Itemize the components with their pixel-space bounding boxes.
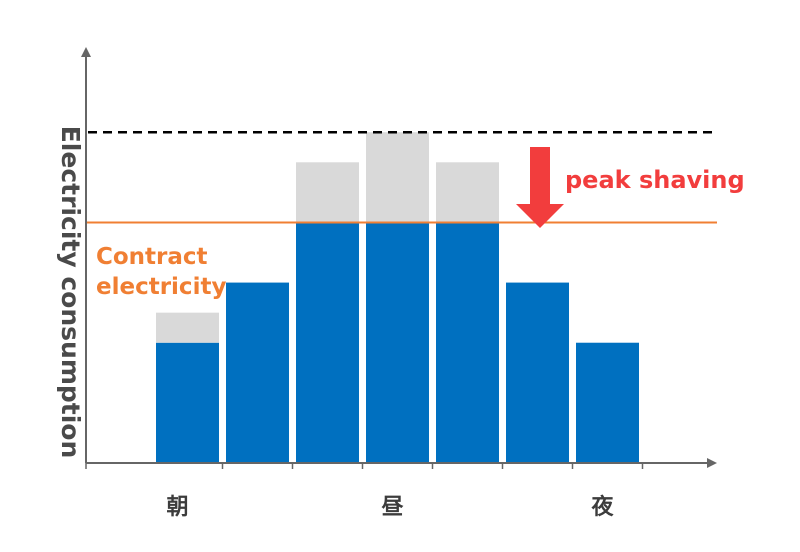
contract-electricity-label-line2: electricity: [96, 274, 226, 300]
contract-electricity-label-line1: Contract: [96, 244, 208, 270]
bar-base-3: [366, 222, 429, 463]
x-tick-label-0: 朝: [166, 494, 188, 520]
reference-lines: [87, 130, 717, 224]
contract-electricity-label: Contract electricity: [96, 244, 226, 300]
bar-base-4: [436, 222, 499, 463]
x-axis-ticks: 朝昼夜: [85, 463, 644, 520]
y-axis-label: Electricity consumption: [56, 126, 85, 459]
bar-base-6: [576, 342, 639, 463]
peak-shaving-label: peak shaving: [565, 166, 745, 194]
bar-base-2: [296, 222, 359, 463]
peak-shaving-arrow-icon: [516, 147, 564, 228]
bar-base-1: [226, 282, 289, 463]
bar-base-0: [156, 342, 219, 463]
bar-peak-2: [296, 162, 359, 223]
bars-layer: [156, 132, 639, 463]
bar-peak-3: [366, 132, 429, 223]
x-tick-label-1: 昼: [381, 495, 404, 520]
x-tick-label-2: 夜: [590, 494, 614, 520]
bar-peak-0: [156, 312, 219, 343]
bar-peak-4: [436, 162, 499, 223]
bar-base-5: [506, 282, 569, 463]
